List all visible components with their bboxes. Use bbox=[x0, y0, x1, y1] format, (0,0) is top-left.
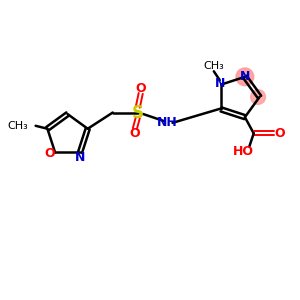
Text: CH₃: CH₃ bbox=[203, 61, 224, 71]
Text: O: O bbox=[44, 147, 55, 161]
Text: O: O bbox=[274, 127, 285, 140]
Text: N: N bbox=[75, 151, 85, 164]
Text: O: O bbox=[130, 127, 140, 140]
Text: NH: NH bbox=[157, 116, 178, 129]
Circle shape bbox=[251, 90, 266, 104]
Text: N: N bbox=[214, 77, 225, 91]
Text: N: N bbox=[240, 70, 251, 83]
Circle shape bbox=[236, 68, 254, 86]
Text: S: S bbox=[132, 103, 144, 122]
Text: CH₃: CH₃ bbox=[8, 121, 28, 131]
Text: HO: HO bbox=[233, 145, 254, 158]
Text: O: O bbox=[135, 82, 146, 95]
